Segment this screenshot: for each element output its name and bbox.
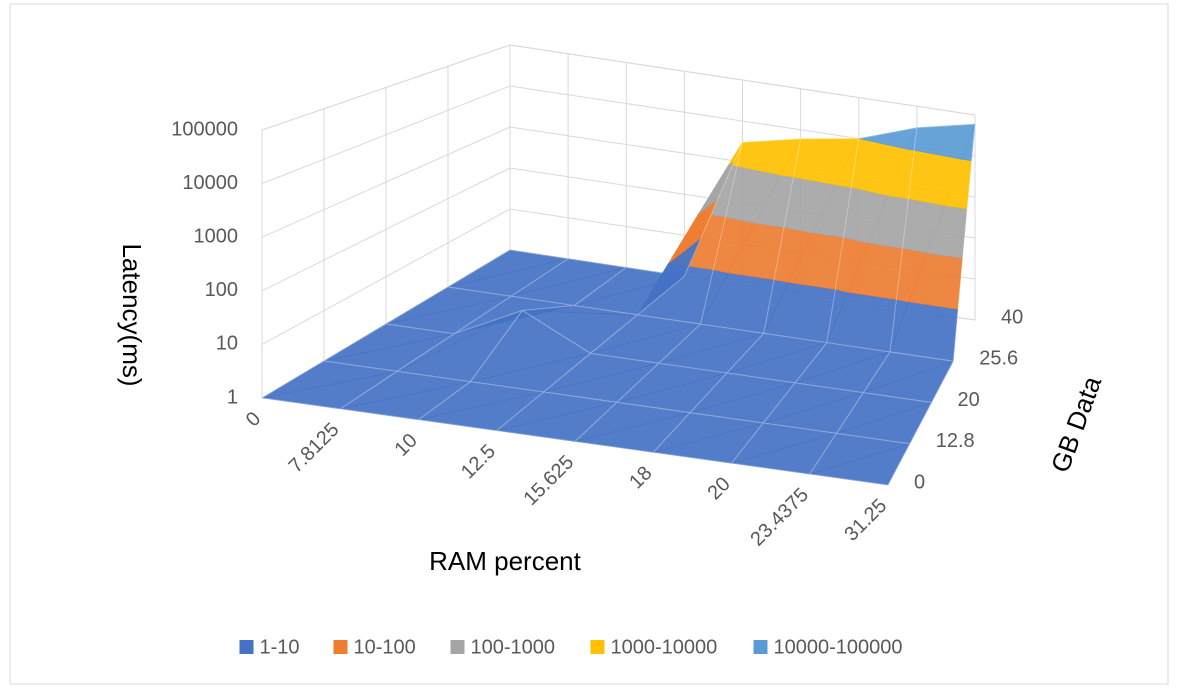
surface-patch <box>447 249 569 288</box>
y-tick-label: 10000 <box>182 172 238 194</box>
grid-line <box>261 44 976 131</box>
legend-label: 100-1000 <box>471 636 556 658</box>
surface-patch <box>862 351 954 394</box>
surface-patch <box>543 353 659 393</box>
surface-patch <box>418 381 544 421</box>
depth-tick-label: 0 <box>914 471 925 493</box>
legend-swatch <box>590 640 605 654</box>
y-tick-label: 10 <box>216 333 238 355</box>
y-tick-label: 100000 <box>171 118 238 140</box>
surface-patch <box>385 286 512 325</box>
legend-label: 1-10 <box>260 636 300 658</box>
surface-patch <box>510 258 627 297</box>
surface-patch <box>835 392 932 434</box>
depth-tick-label: 20 <box>958 389 980 411</box>
surface-patch <box>469 310 592 383</box>
grid-line <box>261 85 976 185</box>
y-tick-label: 1 <box>227 386 238 408</box>
x-axis-title: RAM percent <box>429 546 581 576</box>
surface-cell-outline <box>808 432 911 486</box>
depth-tick-label: 40 <box>1001 306 1023 328</box>
surface-patch <box>762 382 864 424</box>
legend-label: 10000-100000 <box>774 636 903 658</box>
y-axis-title: Latency(ms) <box>117 243 147 386</box>
surface-patch <box>261 360 398 399</box>
surface-patch <box>573 402 691 443</box>
surface-patch <box>658 323 764 364</box>
legend-label: 10-100 <box>354 636 416 658</box>
surface-patch <box>522 305 638 316</box>
legend-swatch <box>450 640 465 654</box>
surface-patch <box>913 123 976 160</box>
surface-patch <box>689 372 796 414</box>
y-tick-label: 1000 <box>194 225 239 247</box>
legend-swatch <box>753 640 768 654</box>
surface-patch <box>794 342 891 384</box>
surface-patch <box>397 310 523 372</box>
legend-swatch <box>333 640 348 654</box>
surface-patch <box>730 422 837 464</box>
legend-swatch <box>239 640 254 654</box>
surface-patch <box>590 314 701 354</box>
surface-patch <box>809 433 910 475</box>
legend-label: 1000-10000 <box>611 636 718 658</box>
surface-patch <box>496 391 617 431</box>
surface-patch <box>323 323 455 362</box>
surface-patch <box>652 412 764 453</box>
surface-patch <box>340 371 471 410</box>
surface-patch <box>616 362 728 403</box>
y-tick-label: 100 <box>205 279 238 301</box>
surface-patch <box>728 142 743 166</box>
depth-tick-label: 12.8 <box>936 430 975 452</box>
surface-patch <box>792 138 860 186</box>
depth-tick-label: 25.6 <box>979 348 1018 370</box>
surface-patch <box>736 138 802 176</box>
surface-patch <box>858 127 918 150</box>
surface-patch <box>725 333 828 374</box>
surface-patch <box>574 267 685 306</box>
